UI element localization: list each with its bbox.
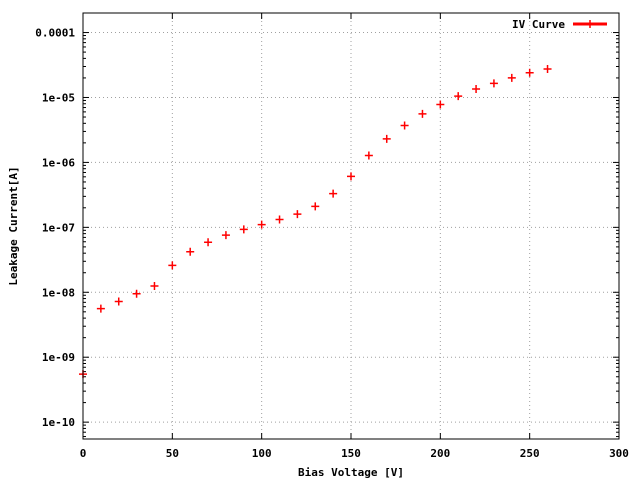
x-tick-label: 150 [341, 447, 361, 460]
data-point [186, 247, 195, 256]
data-point [329, 189, 338, 198]
data-point [454, 92, 463, 101]
legend: IV Curve [512, 18, 607, 31]
data-point [293, 210, 302, 219]
y-tick-label: 0.0001 [35, 27, 75, 40]
grid-lines [83, 13, 619, 439]
plot-frame [82, 12, 620, 440]
data-point [400, 121, 409, 130]
data-point [96, 304, 105, 313]
data-point [239, 225, 248, 234]
x-tick-label: 250 [520, 447, 540, 460]
data-point [507, 73, 516, 82]
data-point [132, 289, 141, 298]
data-point [418, 109, 427, 118]
x-tick-label: 0 [80, 447, 87, 460]
data-point [275, 215, 284, 224]
data-point [311, 202, 320, 211]
x-tick-label: 200 [430, 447, 450, 460]
x-tick-label: 300 [609, 447, 629, 460]
y-tick-label: 1e-06 [42, 156, 75, 169]
data-point [150, 281, 159, 290]
data-point [382, 134, 391, 143]
data-point [525, 68, 534, 77]
y-tick-label: 1e-09 [42, 351, 75, 364]
x-tick-label: 100 [252, 447, 272, 460]
y-tick-labels: 1e-10 1e-09 1e-08 1e-07 1e-06 1e-05 0.0001 [35, 27, 75, 430]
y-tick-label: 1e-08 [42, 286, 75, 299]
legend-label: IV Curve [512, 18, 565, 31]
data-points [79, 64, 552, 379]
y-axis-title: Leakage Current[A] [7, 166, 20, 285]
data-point [364, 151, 373, 160]
data-point [221, 231, 230, 240]
y-tick-label: 1e-07 [42, 221, 75, 234]
data-point [114, 297, 123, 306]
y-tick-label: 1e-10 [42, 416, 75, 429]
data-point [257, 220, 266, 229]
data-point [489, 79, 498, 88]
data-point [436, 100, 445, 109]
data-point [543, 64, 552, 73]
x-axis-title: Bias Voltage [V] [298, 466, 404, 479]
data-point [204, 238, 213, 247]
x-tick-label: 50 [166, 447, 179, 460]
data-point [168, 261, 177, 270]
data-point [347, 172, 355, 181]
y-tick-label: 1e-05 [42, 91, 75, 104]
legend-marker [586, 20, 594, 28]
data-point [472, 85, 481, 94]
x-tick-labels: 0 50 100 150 200 250 300 [80, 447, 629, 460]
